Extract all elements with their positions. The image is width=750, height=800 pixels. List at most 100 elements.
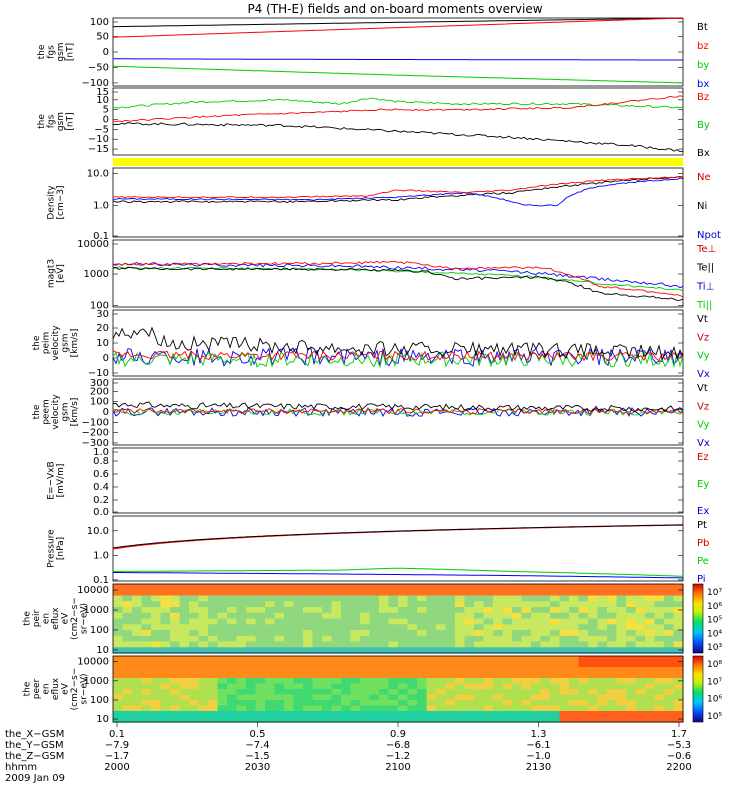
spectrogram-cell xyxy=(217,672,228,679)
spectrogram-cell xyxy=(303,672,314,679)
spectrogram-cell xyxy=(360,647,371,654)
spectrogram-cell xyxy=(284,689,295,696)
spectrogram-cell xyxy=(179,607,190,614)
spectrogram-cell xyxy=(236,689,247,696)
spectrogram-cell xyxy=(255,656,266,663)
spectrogram-cell xyxy=(483,683,494,690)
legend-entry: bx xyxy=(697,79,709,90)
spectrogram-cell xyxy=(303,711,314,718)
spectrogram-cell xyxy=(255,716,266,723)
spectrogram-cell xyxy=(645,607,656,614)
spectrogram-cell xyxy=(312,678,323,685)
colorbar-tick-label: 10⁵ xyxy=(707,712,722,722)
spectrogram-cell xyxy=(179,656,190,663)
spectrogram-cell xyxy=(322,678,333,685)
spectrogram-cell xyxy=(246,630,257,637)
y-tick-label: −100 xyxy=(82,78,109,89)
spectrogram-cell xyxy=(455,607,466,614)
spectrogram-cell xyxy=(654,624,665,631)
spectrogram-cell xyxy=(578,589,589,597)
y-axis-label: the xyxy=(23,611,33,626)
colorbar-gradient xyxy=(692,583,704,654)
x-axis-value: 1.7 xyxy=(671,729,687,740)
spectrogram-cell xyxy=(293,656,304,663)
spectrogram-cell xyxy=(569,689,580,696)
spectrogram-cell xyxy=(293,601,304,608)
spectrogram-cell xyxy=(407,584,418,591)
spectrogram-cell xyxy=(569,612,580,620)
spectrogram-cell xyxy=(255,589,266,597)
spectrogram-cell xyxy=(531,630,542,637)
spectrogram-cell xyxy=(626,612,637,620)
spectrogram-cell xyxy=(341,641,352,648)
spectrogram-cell xyxy=(407,683,418,690)
spectrogram-cell xyxy=(540,618,551,625)
spectrogram-cell xyxy=(227,601,238,608)
spectrogram-cell xyxy=(512,711,523,718)
spectrogram-cell xyxy=(369,711,380,718)
spectrogram-cell xyxy=(303,647,314,654)
spectrogram-cell xyxy=(360,589,371,597)
spectrogram-cell xyxy=(379,607,390,614)
spectrogram-cell xyxy=(265,607,276,614)
spectrogram-cell xyxy=(673,635,684,643)
spectrogram-cell xyxy=(493,661,504,668)
x-axis-value: 2000 xyxy=(104,762,129,773)
spectrogram-cell xyxy=(578,624,589,631)
spectrogram-cell xyxy=(436,595,447,602)
spectrogram-cell xyxy=(350,589,361,597)
spectrogram-cell xyxy=(122,689,133,696)
spectrogram-cell xyxy=(521,618,532,625)
spectrogram-cell xyxy=(265,647,276,654)
spectrogram-cell xyxy=(379,641,390,648)
spectrogram-cell xyxy=(559,624,570,631)
y-tick-label: 0.6 xyxy=(93,469,109,480)
spectrogram-cell xyxy=(141,711,152,718)
spectrogram-cell xyxy=(398,716,409,723)
spectrogram-cell xyxy=(474,678,485,685)
spectrogram-cell xyxy=(540,635,551,643)
spectrogram-cell xyxy=(559,589,570,597)
spectrogram-cell xyxy=(132,612,143,620)
spectrogram-cell xyxy=(303,705,314,712)
spectrogram-cell xyxy=(559,584,570,591)
spectrogram-cell xyxy=(350,683,361,690)
colorbar-tick-label: 10⁵ xyxy=(707,616,722,626)
spectrogram-cell xyxy=(160,601,171,608)
spectrogram-cell xyxy=(170,672,181,679)
spectrogram-cell xyxy=(170,661,181,668)
spectrogram-cell xyxy=(616,705,627,712)
spectrogram-cell xyxy=(493,683,504,690)
spectrogram-cell xyxy=(474,612,485,620)
spectrogram-cell xyxy=(255,678,266,685)
spectrogram-cell xyxy=(151,711,162,718)
x-axis-value: −0.6 xyxy=(667,751,691,762)
series-line-Pe xyxy=(113,567,684,577)
spectrogram-cell xyxy=(236,618,247,625)
spectrogram-cell xyxy=(597,641,608,648)
spectrogram-cell xyxy=(189,607,200,614)
spectrogram-cell xyxy=(521,635,532,643)
spectrogram-cell xyxy=(645,672,656,679)
spectrogram-cell xyxy=(417,661,428,668)
spectrogram-cell xyxy=(265,683,276,690)
spectrogram-cell xyxy=(464,700,475,707)
legend-entry: Ti|| xyxy=(696,300,712,311)
spectrogram-cell xyxy=(559,630,570,637)
spectrogram-cell xyxy=(502,601,513,608)
spectrogram-cell xyxy=(369,607,380,614)
spectrogram-cell xyxy=(445,705,456,712)
spectrogram-cell xyxy=(379,635,390,643)
spectrogram-cell xyxy=(379,700,390,707)
spectrogram-cell xyxy=(597,683,608,690)
spectrogram-cell xyxy=(331,607,342,614)
spectrogram-cell xyxy=(616,716,627,723)
spectrogram-cell xyxy=(322,711,333,718)
panel-frame xyxy=(112,515,684,582)
spectrogram-cell xyxy=(274,689,285,696)
spectrogram-cell xyxy=(122,618,133,625)
spectrogram-cell xyxy=(388,618,399,625)
spectrogram-cell xyxy=(455,584,466,591)
spectrogram-cell xyxy=(559,694,570,701)
